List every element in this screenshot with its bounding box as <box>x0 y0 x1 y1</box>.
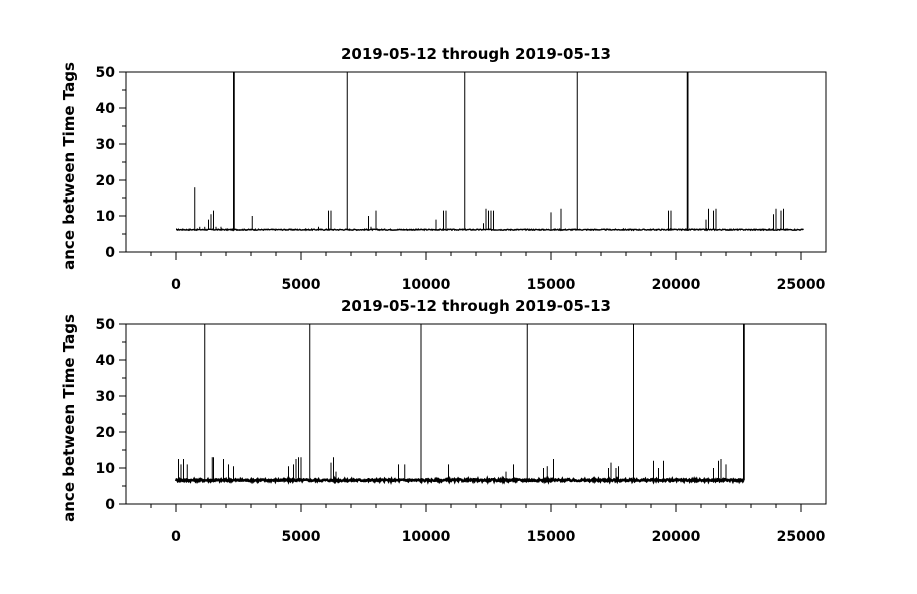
y-axis-label: ance between Time Tags <box>60 62 78 270</box>
x-tick-label: 15000 <box>527 277 576 293</box>
chart-title: 2019-05-12 through 2019-05-13 <box>341 297 611 315</box>
y-tick-label: 0 <box>105 497 115 513</box>
x-tick-label: 10000 <box>402 529 451 545</box>
x-tick-label: 15000 <box>527 529 576 545</box>
x-tick-label: 20000 <box>652 529 701 545</box>
y-tick-label: 50 <box>96 65 116 81</box>
y-tick-label: 10 <box>96 209 116 225</box>
x-tick-label: 25000 <box>777 529 826 545</box>
x-tick-label: 10000 <box>402 277 451 293</box>
y-tick-label: 40 <box>96 101 116 117</box>
x-tick-label: 20000 <box>652 277 701 293</box>
y-tick-label: 20 <box>96 173 116 189</box>
y-tick-label: 50 <box>96 317 116 333</box>
y-tick-label: 0 <box>105 245 115 261</box>
y-tick-label: 30 <box>96 137 116 153</box>
x-tick-label: 0 <box>171 529 181 545</box>
chart-panel-bottom: 2019-05-12 through 2019-05-13 ance betwee… <box>60 297 827 545</box>
plot-frame <box>125 71 827 253</box>
y-tick-label: 10 <box>96 461 116 477</box>
chart-title: 2019-05-12 through 2019-05-13 <box>341 45 611 63</box>
y-tick-label: 20 <box>96 425 116 441</box>
y-tick-label: 30 <box>96 389 116 405</box>
y-tick-label: 40 <box>96 353 116 369</box>
series-baseline-trace <box>174 475 745 486</box>
y-axis-label: ance between Time Tags <box>60 314 78 522</box>
series-baseline-trace <box>175 227 804 232</box>
chart-panel-top: 2019-05-12 through 2019-05-13 ance betwee… <box>60 45 827 293</box>
x-tick-label: 5000 <box>282 529 321 545</box>
x-tick-label: 0 <box>171 277 181 293</box>
x-tick-label: 5000 <box>282 277 321 293</box>
x-tick-label: 25000 <box>777 277 826 293</box>
